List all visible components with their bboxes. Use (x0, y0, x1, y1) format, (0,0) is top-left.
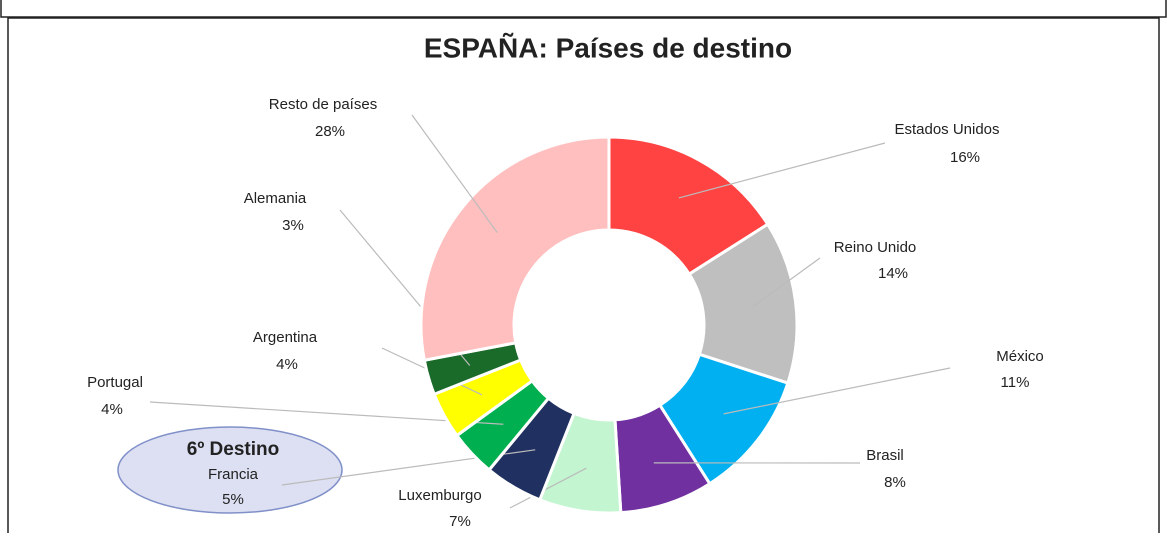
value-label: 4% (276, 356, 298, 373)
value-label: 7% (449, 513, 471, 530)
category-label: Argentina (253, 329, 318, 346)
top-frame (0, 0, 1167, 18)
category-label: Francia (208, 466, 259, 483)
value-label: 11% (1001, 374, 1030, 391)
category-label: Portugal (87, 374, 143, 391)
category-label: Reino Unido (834, 239, 917, 256)
category-label: Estados Unidos (894, 121, 999, 138)
value-label: 16% (950, 149, 980, 166)
leader-line (509, 467, 587, 509)
category-label: Resto de países (269, 96, 377, 113)
category-label: Brasil (866, 447, 904, 464)
leader-line (411, 114, 498, 233)
highlight-ellipse (117, 426, 343, 514)
category-label: México (996, 348, 1044, 365)
donut-segment (419, 135, 611, 362)
value-label: 14% (878, 265, 908, 282)
leader-line (723, 367, 951, 415)
value-label: 3% (282, 217, 304, 234)
value-label: 4% (101, 401, 123, 418)
annotation: 6º Destino (187, 439, 279, 460)
chart-title: ESPAÑA: Países de destino (424, 32, 792, 63)
donut-segment (607, 135, 770, 277)
value-label: 5% (222, 491, 244, 508)
leader-line (149, 401, 504, 425)
value-label: 8% (884, 474, 906, 491)
leader-line (752, 257, 821, 308)
category-label: Luxemburgo (398, 487, 481, 504)
category-label: Alemania (244, 190, 307, 207)
value-label: 28% (315, 123, 345, 140)
leader-line (678, 142, 886, 199)
